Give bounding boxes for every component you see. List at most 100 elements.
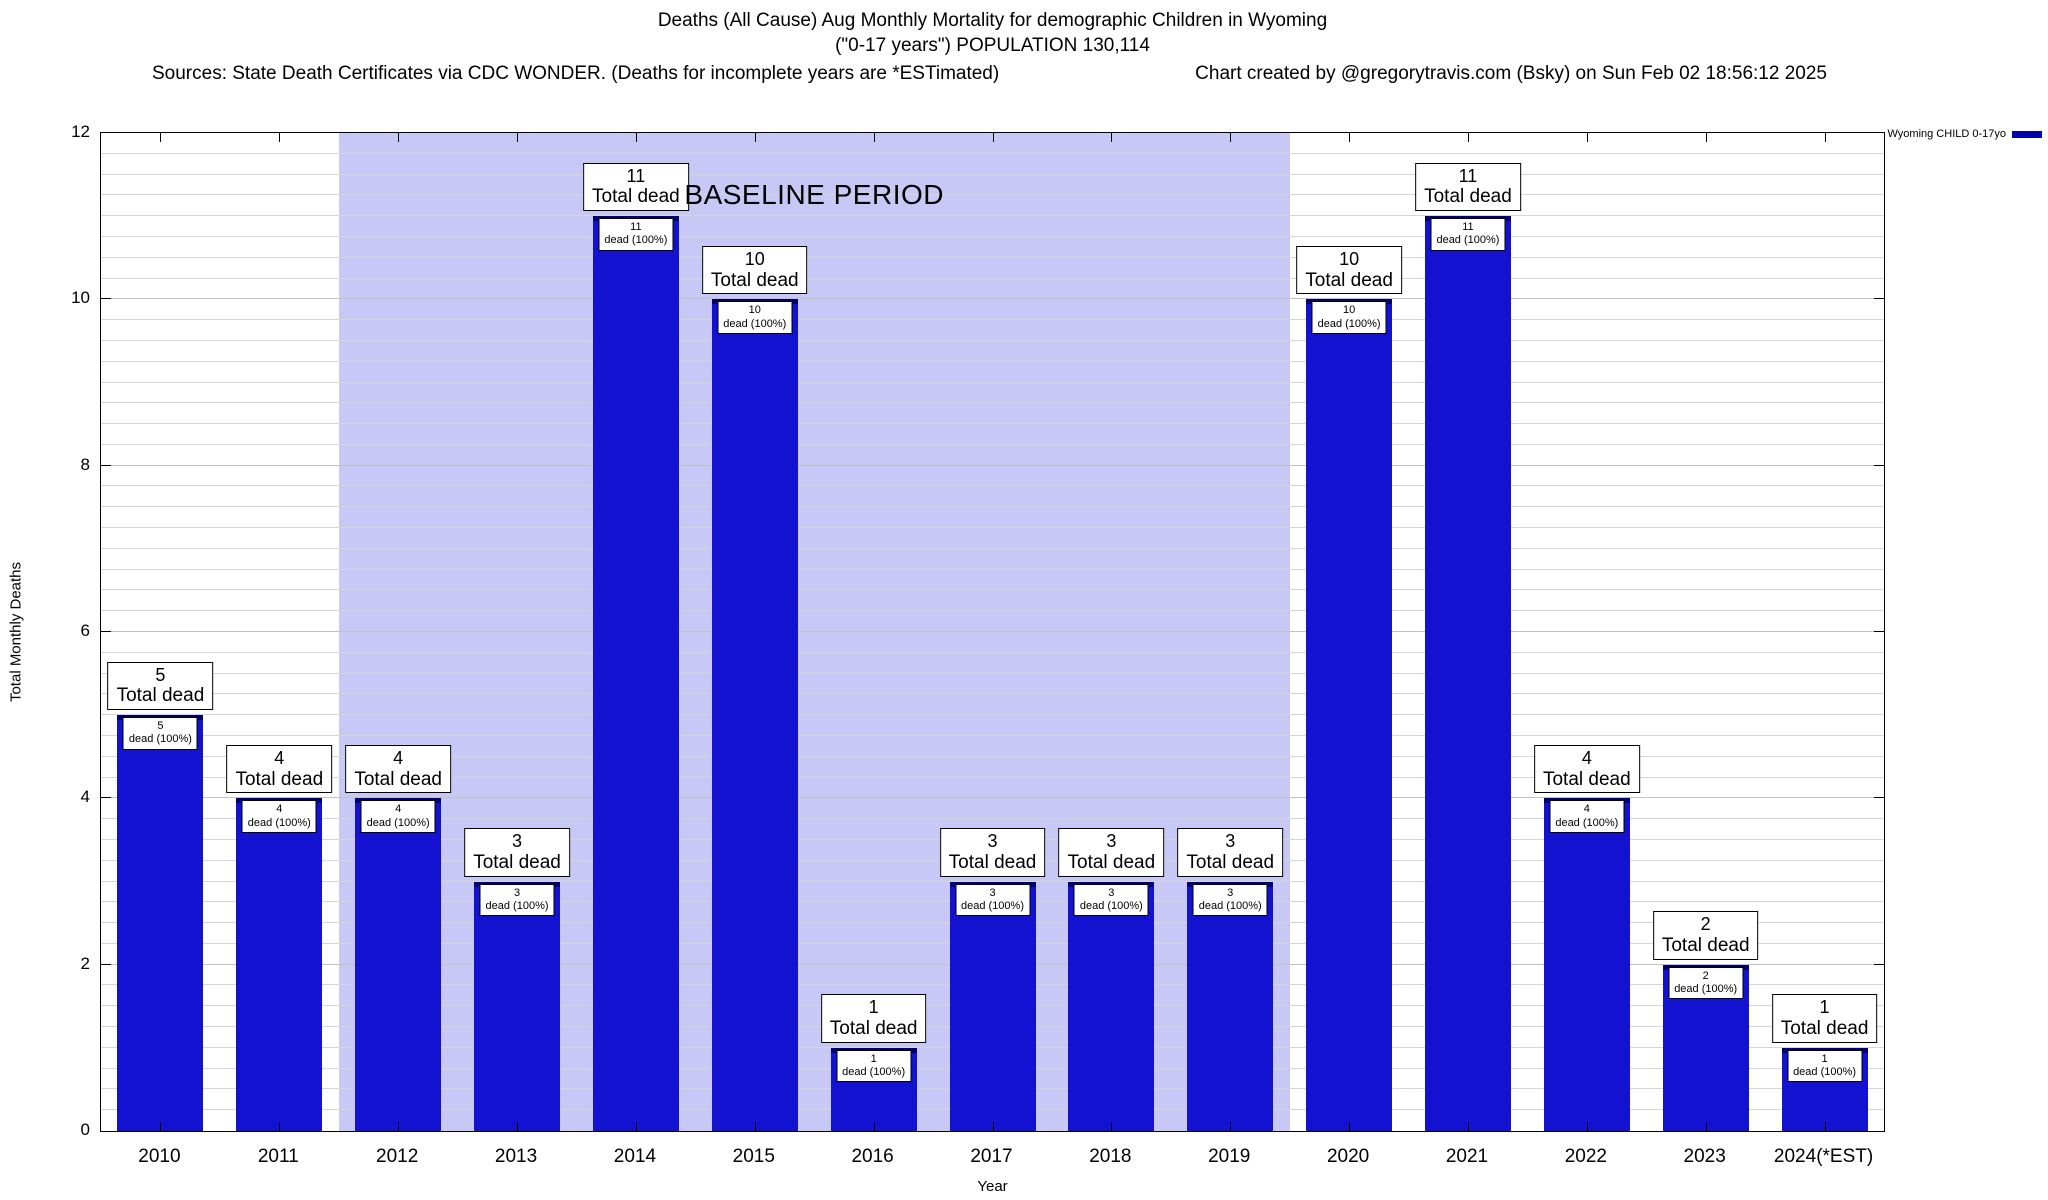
bar-inner-label: 3 dead (100%) — [1073, 883, 1149, 916]
bar-inner-text: dead (100%) — [1317, 317, 1381, 330]
baseline-period-label: BASELINE PERIOD — [684, 179, 944, 210]
gridline — [101, 672, 1884, 674]
bar-inner-text: dead (100%) — [604, 234, 668, 247]
x-tick-label: 2023 — [1683, 1146, 1726, 1167]
gridline — [101, 693, 1884, 695]
y-tick-label: 0 — [80, 1120, 90, 1139]
gridline — [101, 215, 1884, 217]
bar-total-value: 3 — [987, 830, 998, 851]
bar-total-text: Total dead — [1424, 186, 1512, 208]
sources-note: Sources: State Death Certificates via CD… — [152, 63, 1000, 84]
gridline — [101, 506, 1884, 508]
chart-title: Deaths (All Cause) Aug Monthly Mortality… — [657, 10, 1328, 31]
y-tick-label: 4 — [80, 787, 90, 807]
y-tick — [1874, 298, 1884, 300]
x-tick-label: 2012 — [376, 1146, 419, 1167]
bar-total-value: 4 — [274, 747, 285, 768]
x-tick — [1586, 1122, 1588, 1131]
y-axis-labels: 0 2 4 6 8 10 12 — [0, 0, 96, 1200]
y-tick-label: 6 — [80, 621, 90, 640]
bar-total-text: Total dead — [235, 768, 324, 790]
plot-area: BASELINE PERIOD 5 Total dead 5 dead (100%) 4 T… — [100, 132, 1885, 1132]
bar-inner-value: 11 — [1462, 221, 1474, 234]
x-tick — [398, 1122, 400, 1131]
bar-inner-text: dead (100%) — [1198, 899, 1262, 912]
bar-inner-text: dead (100%) — [1674, 982, 1738, 995]
bar-total-value: 3 — [1225, 830, 1236, 851]
bar-inner-label: 10 dead (100%) — [1311, 301, 1387, 334]
gridline — [101, 797, 1884, 799]
bar-total-label: 1 Total dead — [820, 994, 927, 1043]
x-tick — [873, 1122, 875, 1131]
gridline — [101, 277, 1884, 279]
gridline — [101, 610, 1884, 612]
y-tick — [1874, 464, 1884, 466]
bar-total-label: 3 Total dead — [1177, 827, 1284, 877]
x-tick-label: 2015 — [732, 1146, 775, 1167]
x-tick — [635, 1122, 637, 1131]
bar-total-value: 1 — [868, 997, 879, 1018]
bar-2013 — [474, 881, 561, 1131]
y-tick — [1874, 963, 1884, 965]
x-tick-label: 2013 — [494, 1146, 538, 1167]
legend-swatch — [2012, 130, 2042, 138]
gridline — [101, 880, 1884, 882]
x-tick — [1230, 1122, 1232, 1131]
x-tick — [1586, 133, 1588, 142]
gridline — [101, 173, 1884, 175]
bar-inner-label: 3 dead (100%) — [955, 883, 1030, 916]
bar-inner-text: dead (100%) — [366, 816, 430, 829]
bar-inner-value: 11 — [630, 221, 642, 234]
bar-total-label: 10 Total dead — [701, 245, 808, 295]
bar-inner-value: 4 — [395, 803, 402, 816]
bar-inner-label: 1 dead (100%) — [836, 1049, 912, 1083]
x-tick-label: 2010 — [138, 1146, 181, 1167]
bar-inner-text: dead (100%) — [128, 733, 192, 746]
bar-inner-text: dead (100%) — [842, 1066, 906, 1079]
y-tick — [101, 631, 111, 632]
y-tick — [1874, 631, 1884, 632]
bar-total-value: 1 — [1819, 997, 1830, 1018]
bar-2019 — [1187, 881, 1274, 1131]
gridline — [101, 381, 1884, 383]
bar-inner-text: dead (100%) — [723, 317, 787, 330]
bar-2010 — [117, 715, 204, 1131]
bar-2018 — [1068, 881, 1155, 1131]
bar-total-value: 5 — [155, 664, 166, 685]
x-tick — [1705, 133, 1707, 142]
x-tick — [1349, 1122, 1351, 1131]
bar-total-value: 3 — [512, 830, 523, 851]
sources-row: Sources: State Death Certificates via CD… — [100, 63, 1885, 85]
bar-inner-value: 4 — [1583, 803, 1590, 816]
bar-total-label: 4 Total dead — [226, 744, 333, 794]
bar-inner-text: dead (100%) — [1555, 816, 1619, 829]
bar-total-value: 10 — [744, 248, 765, 269]
bar-inner-label: 3 dead (100%) — [1192, 883, 1268, 916]
bar-total-label: 2 Total dead — [1652, 911, 1759, 960]
x-tick — [398, 133, 400, 142]
bar-total-text: Total dead — [354, 768, 442, 790]
bar-inner-value: 2 — [1702, 969, 1709, 982]
gridline — [101, 818, 1884, 820]
gridline — [101, 631, 1884, 632]
x-tick — [517, 133, 519, 142]
bar-2022 — [1543, 798, 1630, 1131]
gridline — [101, 319, 1884, 321]
gridline — [101, 402, 1884, 404]
bar-total-text: Total dead — [1661, 934, 1750, 956]
y-tick — [101, 298, 111, 300]
bar-total-label: 11 Total dead — [583, 162, 689, 212]
bar-inner-value: 1 — [1821, 1052, 1828, 1065]
gridline — [101, 443, 1884, 445]
bar-inner-value: 3 — [1227, 886, 1234, 899]
bar-total-label: 3 Total dead — [939, 827, 1046, 877]
bar-inner-value: 3 — [1108, 886, 1115, 899]
bar-inner-value: 3 — [513, 886, 521, 899]
bar-total-text: Total dead — [592, 186, 680, 208]
y-tick-label: 12 — [71, 122, 90, 141]
bar-inner-value: 1 — [870, 1052, 877, 1065]
gridline — [101, 235, 1884, 237]
bar-inner-value: 10 — [748, 304, 761, 317]
gridline — [101, 256, 1884, 258]
y-tick — [101, 464, 111, 466]
